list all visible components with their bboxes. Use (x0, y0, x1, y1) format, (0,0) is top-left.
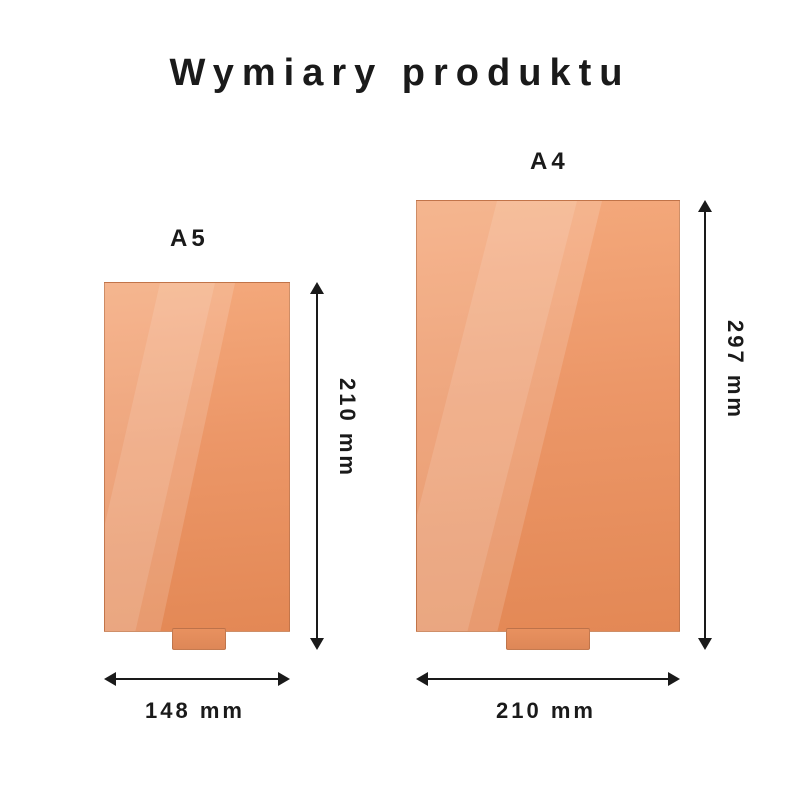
page-title: Wymiary produktu (0, 52, 800, 95)
a5-width-text: 148 mm (145, 698, 245, 724)
a4-width-text: 210 mm (496, 698, 596, 724)
a5-width-arrow-left (104, 672, 116, 686)
a4-width-arrow-left (416, 672, 428, 686)
a5-height-arrow-top (310, 282, 324, 294)
a4-label: A4 (530, 148, 569, 176)
a5-plate-highlight (105, 283, 290, 632)
a5-height-arrow-bottom (310, 638, 324, 650)
a5-width-line (110, 678, 284, 680)
a5-height-line (316, 288, 318, 644)
a4-height-arrow-top (698, 200, 712, 212)
a5-width-arrow-right (278, 672, 290, 686)
a5-height-text: 210 mm (334, 378, 360, 478)
a4-height-text: 297 mm (722, 320, 748, 420)
a4-stand (506, 628, 590, 650)
a5-plate (104, 282, 290, 632)
a4-height-line (704, 206, 706, 644)
a5-stand (172, 628, 226, 650)
a4-plate (416, 200, 680, 632)
a4-plate-highlight (417, 201, 680, 632)
a4-width-line (422, 678, 674, 680)
a5-label: A5 (170, 225, 209, 253)
a4-height-arrow-bottom (698, 638, 712, 650)
a4-width-arrow-right (668, 672, 680, 686)
